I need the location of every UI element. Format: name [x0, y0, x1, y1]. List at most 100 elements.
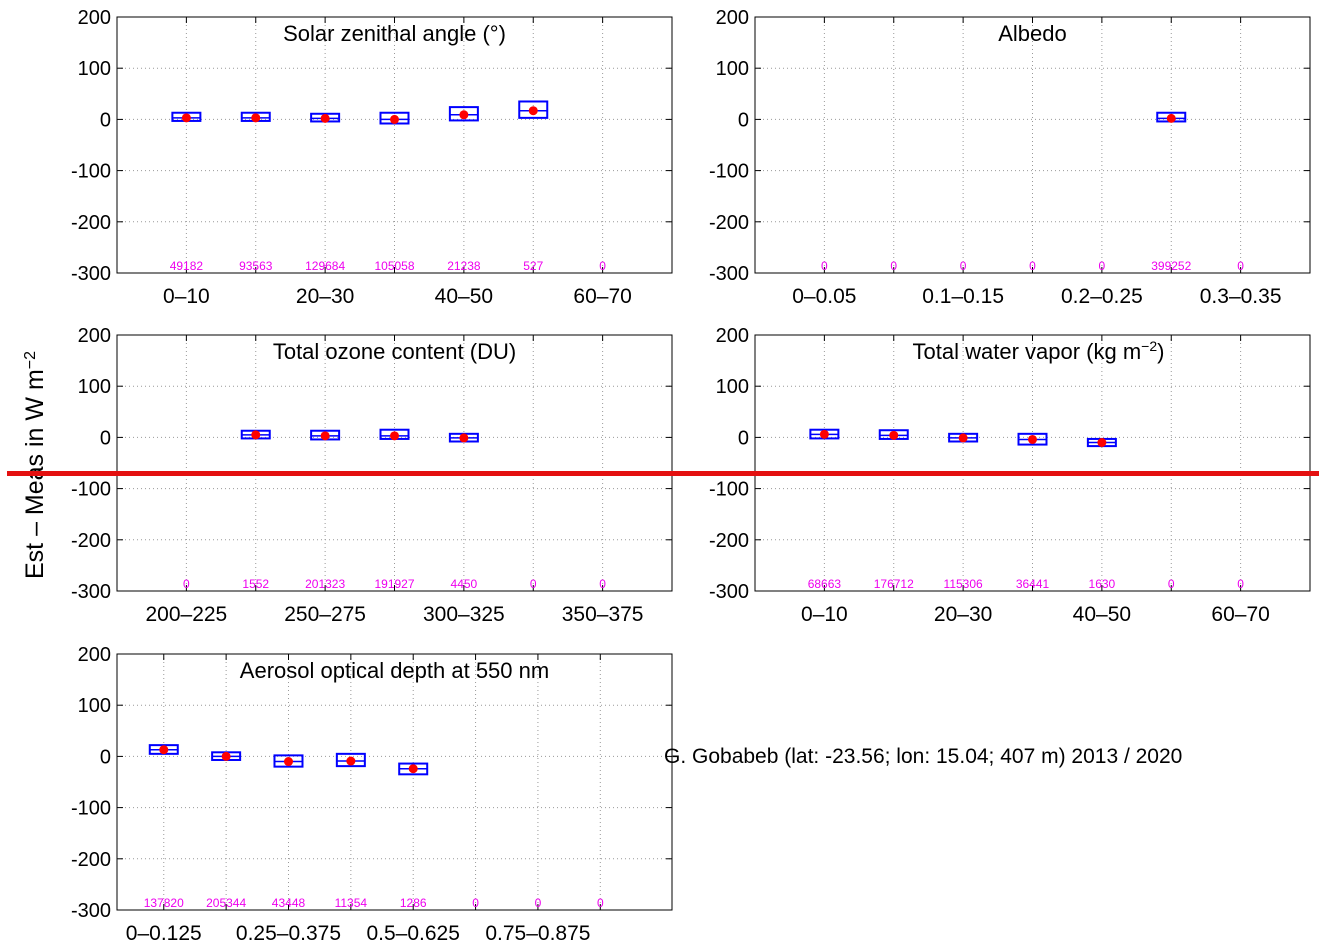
x-tick-label: 60–70 [1211, 603, 1269, 626]
y-axis-label: Est – Meas in W m−2 [21, 351, 49, 579]
y-tick-label: -300 [709, 581, 749, 603]
y-tick-label: -100 [71, 479, 111, 501]
mean-marker [159, 745, 169, 755]
count-label: 176712 [874, 577, 914, 591]
x-tick-label: 60–70 [573, 285, 631, 308]
count-label: 0 [960, 259, 967, 273]
box [335, 752, 366, 768]
box [448, 106, 479, 122]
y-tick-label: 0 [100, 746, 111, 768]
mean-marker [408, 764, 418, 774]
panel-title: Aerosol optical depth at 550 nm [240, 658, 549, 683]
count-label: 0 [1237, 259, 1244, 273]
panel-title: Total water vapor (kg m−2) [913, 338, 1165, 364]
y-tick-label: 100 [716, 58, 749, 80]
mean-marker [320, 431, 330, 441]
mean-marker [251, 113, 261, 123]
station-annotation: G. Gobabeb (lat: -23.56; lon: 15.04; 407… [664, 745, 1183, 768]
x-tick-label: 0–10 [163, 285, 210, 308]
x-tick-label: 350–375 [562, 603, 644, 626]
panel-title: Total ozone content (DU) [273, 339, 516, 364]
count-label: 68663 [808, 577, 842, 591]
x-tick-label: 0.1–0.15 [922, 285, 1004, 308]
count-label: 527 [523, 259, 543, 273]
y-tick-label: 200 [78, 325, 111, 347]
count-label: 0 [599, 259, 606, 273]
y-tick-label: 100 [78, 58, 111, 80]
count-label: 191927 [374, 577, 414, 591]
count-label: 205344 [206, 896, 246, 910]
count-label: 1630 [1089, 577, 1116, 591]
x-tick-label: 0–0.05 [792, 285, 856, 308]
y-tick-label: 100 [716, 376, 749, 398]
panel-1: -300 -200 -100 0 100 200 0–0.05 0.1–0.15 0.2–0.2… [709, 7, 1311, 308]
red-reference-line [7, 471, 1319, 476]
count-label: 1286 [400, 896, 427, 910]
count-label: 0 [821, 259, 828, 273]
mean-marker [1166, 113, 1176, 123]
count-label: 36441 [1016, 577, 1050, 591]
count-label: 0 [1237, 577, 1244, 591]
count-label: 115306 [944, 577, 983, 591]
mean-marker [390, 431, 399, 441]
mean-marker [819, 429, 829, 439]
x-tick-label: 0.75–0.875 [485, 922, 590, 945]
y-tick-label: 0 [100, 109, 111, 131]
y-tick-label: -100 [709, 161, 749, 183]
mean-marker [221, 751, 231, 761]
mean-marker [390, 114, 399, 124]
x-tick-label: 0.25–0.375 [236, 922, 341, 945]
mean-marker [1097, 438, 1107, 448]
y-tick-label: -300 [71, 900, 111, 922]
plot-frame [116, 653, 673, 911]
x-tick-label: 0.5–0.625 [366, 922, 459, 945]
x-tick-label: 0.3–0.35 [1200, 285, 1282, 308]
count-label: 0 [535, 896, 542, 910]
count-label: 0 [1168, 577, 1175, 591]
mean-marker [251, 430, 261, 440]
y-tick-label: -200 [71, 212, 111, 234]
mean-marker [346, 756, 356, 766]
mean-marker [1028, 434, 1037, 444]
count-label: 0 [597, 896, 604, 910]
y-tick-label: 200 [716, 325, 749, 347]
count-label: 0 [1099, 259, 1106, 273]
mean-marker [889, 430, 899, 440]
y-tick-label: 0 [738, 109, 749, 131]
count-label: 49182 [170, 259, 204, 273]
count-label: 137820 [144, 896, 184, 910]
panel-title: Solar zenithal angle (°) [283, 21, 506, 46]
mean-marker [181, 113, 191, 123]
x-tick-label: 250–275 [284, 603, 366, 626]
y-tick-label: -100 [709, 479, 749, 501]
y-tick-label: -300 [71, 263, 111, 285]
y-tick-label: -300 [709, 263, 749, 285]
count-label: 0 [183, 577, 190, 591]
count-label: 43448 [272, 896, 306, 910]
y-tick-label: -200 [71, 849, 111, 871]
y-tick-label: -100 [71, 161, 111, 183]
x-tick-label: 0–10 [801, 603, 848, 626]
mean-marker [459, 433, 469, 443]
x-tick-label: 200–225 [145, 603, 227, 626]
x-tick-label: 20–30 [296, 285, 354, 308]
mean-marker [459, 110, 469, 120]
count-label: 93563 [239, 259, 273, 273]
y-tick-label: -200 [709, 530, 749, 552]
count-label: 0 [890, 259, 897, 273]
y-tick-label: 0 [100, 427, 111, 449]
count-label: 129684 [305, 259, 345, 273]
count-label: 0 [472, 896, 479, 910]
y-tick-label: 200 [78, 644, 111, 666]
y-tick-label: -300 [71, 581, 111, 603]
y-tick-label: 0 [738, 427, 749, 449]
count-label: 201323 [305, 577, 345, 591]
panel-4: -300 -200 -100 0 100 200 0–0.125 0.25–0.375 0.5–… [71, 644, 673, 945]
y-tick-label: 200 [78, 7, 111, 29]
x-tick-label: 300–325 [423, 603, 505, 626]
panel-0: -300 -200 -100 0 100 200 0–10 20–30 40–50 60–70 So… [71, 7, 673, 308]
mean-marker [283, 757, 293, 767]
mean-marker [320, 113, 330, 123]
x-tick-label: 0.2–0.25 [1061, 285, 1143, 308]
